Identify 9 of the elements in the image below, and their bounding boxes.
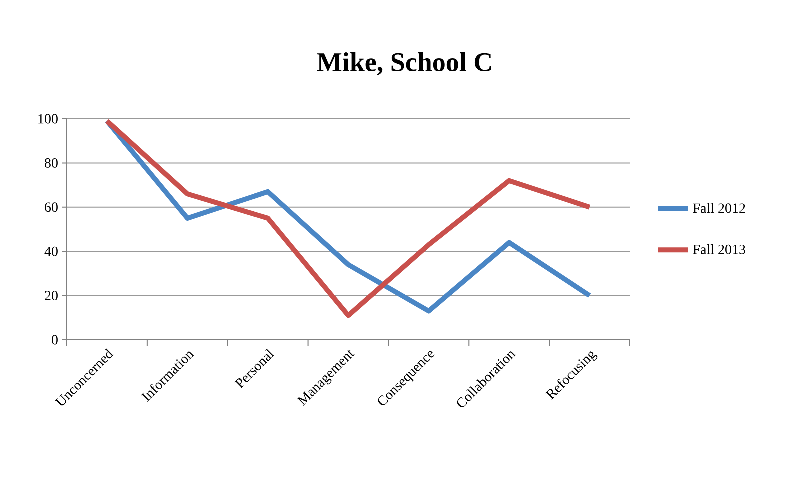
legend-label: Fall 2013 — [693, 244, 746, 254]
y-tick-label: 0 — [52, 335, 58, 345]
y-tick-label: 20 — [45, 291, 58, 301]
legend-label: Fall 2012 — [693, 203, 746, 214]
y-tick-label: 40 — [44, 246, 58, 256]
chart-title: Mike, School C — [317, 52, 492, 76]
y-tick-label: 80 — [45, 158, 58, 168]
y-tick-label: 100 — [38, 114, 58, 124]
y-tick-label: 60 — [45, 202, 58, 212]
